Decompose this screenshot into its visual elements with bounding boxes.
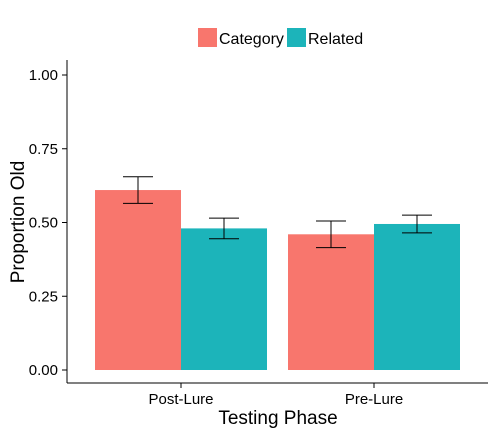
y-tick-label: 0.00 bbox=[29, 362, 58, 379]
legend: Category Related bbox=[198, 28, 363, 48]
y-tick-label: 0.50 bbox=[29, 215, 58, 232]
y-tick-label: 1.00 bbox=[29, 67, 58, 84]
x-tick-label: Post-Lure bbox=[148, 391, 213, 408]
bar bbox=[181, 228, 267, 370]
y-tick-label: 0.75 bbox=[29, 141, 58, 158]
legend-key bbox=[198, 28, 217, 47]
bar bbox=[288, 234, 374, 370]
legend-key bbox=[287, 28, 306, 47]
y-axis-title: Proportion Old bbox=[8, 161, 29, 284]
plot-area bbox=[95, 176, 460, 370]
x-tick-label: Pre-Lure bbox=[345, 391, 403, 408]
error-bar bbox=[402, 214, 432, 234]
x-axis-title: Testing Phase bbox=[218, 408, 337, 429]
error-bar bbox=[316, 220, 346, 249]
legend-label: Category bbox=[219, 31, 284, 48]
bar bbox=[374, 223, 460, 370]
error-bar bbox=[209, 217, 239, 240]
bar bbox=[95, 190, 181, 370]
x-axis-ticks: Post-Lure Pre-Lure bbox=[148, 383, 403, 408]
y-tick-label: 0.25 bbox=[29, 288, 58, 305]
legend-label: Related bbox=[308, 31, 363, 48]
error-bar bbox=[123, 176, 153, 204]
y-axis-ticks: 0.00 0.25 0.50 0.75 1.00 bbox=[29, 67, 67, 379]
